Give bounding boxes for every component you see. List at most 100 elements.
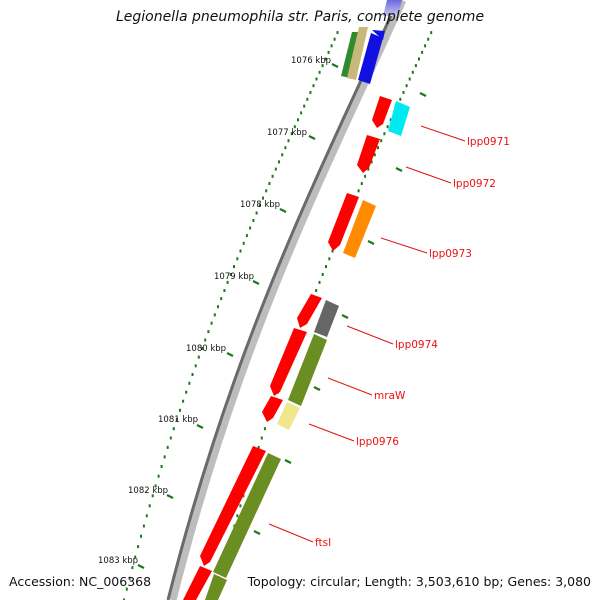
outer-ruler-dot (223, 289, 226, 292)
outer-ruler-dot (217, 305, 219, 309)
inner-ruler-dot (405, 84, 408, 88)
outer-ruler-dot (324, 57, 327, 61)
inner-ruler-dot (377, 146, 379, 150)
outer-ruler-dot (151, 494, 154, 498)
gene-label-lpp0971: lpp0971 (467, 136, 510, 148)
inner-ruler-dot (427, 37, 430, 41)
outer-ruler-dot (297, 118, 299, 122)
ruler-label-1078: 1078 kbp (240, 200, 280, 210)
ruler-label-1082: 1082 kbp (128, 486, 168, 496)
gene-red-6 (262, 396, 283, 422)
outer-ruler-dot (142, 524, 145, 528)
outer-ruler-dot (131, 566, 134, 570)
outer-ruler-dot (309, 91, 312, 94)
label-leaders (268, 125, 466, 543)
inner-ruler-dot (418, 57, 420, 61)
inner-ruler-dot (357, 189, 360, 193)
inner-ruler-dot (325, 265, 327, 269)
outer-ruler-dot (315, 77, 318, 81)
outer-ruler-dot (229, 273, 232, 276)
inner-ruler-dot (236, 514, 239, 518)
outer-ruler-dot (220, 297, 223, 301)
outer-ruler-dot (278, 160, 280, 164)
inner-ruler-dot (399, 97, 402, 101)
outer-ruler-dot (185, 390, 188, 394)
outer-ruler-dot (166, 445, 169, 449)
outer-ruler-dot (239, 249, 242, 253)
outer-ruler-dot (300, 111, 303, 115)
inner-ruler-dot (318, 280, 321, 284)
gene-red-8 (183, 566, 212, 600)
outer-ruler-dot (226, 280, 229, 284)
gene-yellow-1 (277, 402, 300, 430)
inner-ruler-dot (380, 139, 383, 143)
outer-ruler-dot (188, 381, 191, 385)
outer-ruler-dot (287, 139, 290, 143)
outer-ruler-dot (210, 321, 213, 325)
inner-ruler-dot (411, 70, 414, 74)
genome-backbone (167, 0, 407, 600)
outer-ruler-dot (274, 167, 277, 171)
inner-major-ticks (253, 92, 427, 535)
outer-ruler-dot (249, 226, 252, 230)
outer-ruler-dot (157, 474, 160, 478)
gene-labels: lpp0971 lpp0972 lpp0973 lpp0974 mraW lpp… (315, 136, 510, 549)
gene-cyan-1 (388, 101, 410, 136)
inner-ruler-dot (389, 118, 392, 122)
topology-text: Topology: circular; Length: 3,503,610 bp… (247, 574, 591, 589)
outer-ruler-dot (213, 313, 216, 317)
outer-ruler-dot (284, 146, 287, 150)
outer-ruler-dot (330, 44, 333, 48)
gene-red-2 (357, 135, 380, 173)
outer-ruler-dot (145, 514, 148, 518)
inner-ruler-dot (321, 273, 324, 276)
outer-ruler-dot (255, 211, 258, 215)
ruler-label-1079: 1079 kbp (214, 272, 254, 282)
outer-ruler-dot (148, 504, 151, 508)
outer-ruler-dot (290, 132, 293, 136)
inner-ruler-dot (364, 174, 367, 178)
gene-label-lpp0976: lpp0976 (356, 436, 399, 448)
outer-ruler-dot (197, 355, 200, 359)
gene-olive-2 (213, 453, 281, 578)
outer-ruler-dot (134, 555, 137, 559)
inner-ruler-dot (257, 445, 260, 449)
ruler-label-1080: 1080 kbp (186, 344, 226, 354)
outer-ruler-dot (321, 64, 324, 68)
inner-ruler-dot (402, 91, 405, 94)
outer-ruler-dot (262, 196, 264, 200)
outer-ruler-dot (318, 70, 321, 74)
gene-orange-1 (343, 200, 376, 258)
gene-blue-arrow-tip (372, 30, 385, 40)
gene-label-mraW: mraW (374, 390, 406, 402)
outer-ruler-dot (125, 587, 128, 591)
inner-ruler-dot (370, 160, 373, 164)
gene-red-7 (200, 446, 266, 566)
inner-ruler-dot (239, 504, 242, 508)
inner-ruler-dot (360, 182, 363, 185)
outer-ruler-dot (303, 104, 306, 108)
outer-ruler-dot (271, 174, 274, 178)
gene-label-lpp0973: lpp0973 (429, 248, 472, 260)
outer-ruler-dot (242, 241, 245, 245)
outer-ruler-dot (312, 84, 315, 88)
outer-ruler-dot (182, 399, 185, 403)
outer-ruler-dot (175, 417, 178, 421)
outer-ruler-dot (179, 408, 181, 412)
outer-ruler-dot (327, 50, 330, 54)
outer-ruler-dot (265, 189, 268, 193)
gene-red-4 (297, 294, 322, 328)
outer-ruler-dot (191, 373, 194, 376)
accession-text: Accession: NC_006368 (9, 574, 152, 589)
outer-ruler-dots (123, 31, 339, 600)
gene-label-lpp0974: lpp0974 (395, 339, 438, 351)
outer-ruler-dot (204, 338, 207, 342)
ruler-label-1081: 1081 kbp (158, 415, 198, 425)
inner-ruler-dot (430, 31, 433, 35)
gene-top-faded (383, 0, 402, 16)
outer-ruler-dot (201, 347, 203, 350)
gene-olive-3 (205, 574, 227, 600)
ruler-major-ticks (137, 63, 339, 569)
outer-ruler-dot (258, 204, 261, 207)
